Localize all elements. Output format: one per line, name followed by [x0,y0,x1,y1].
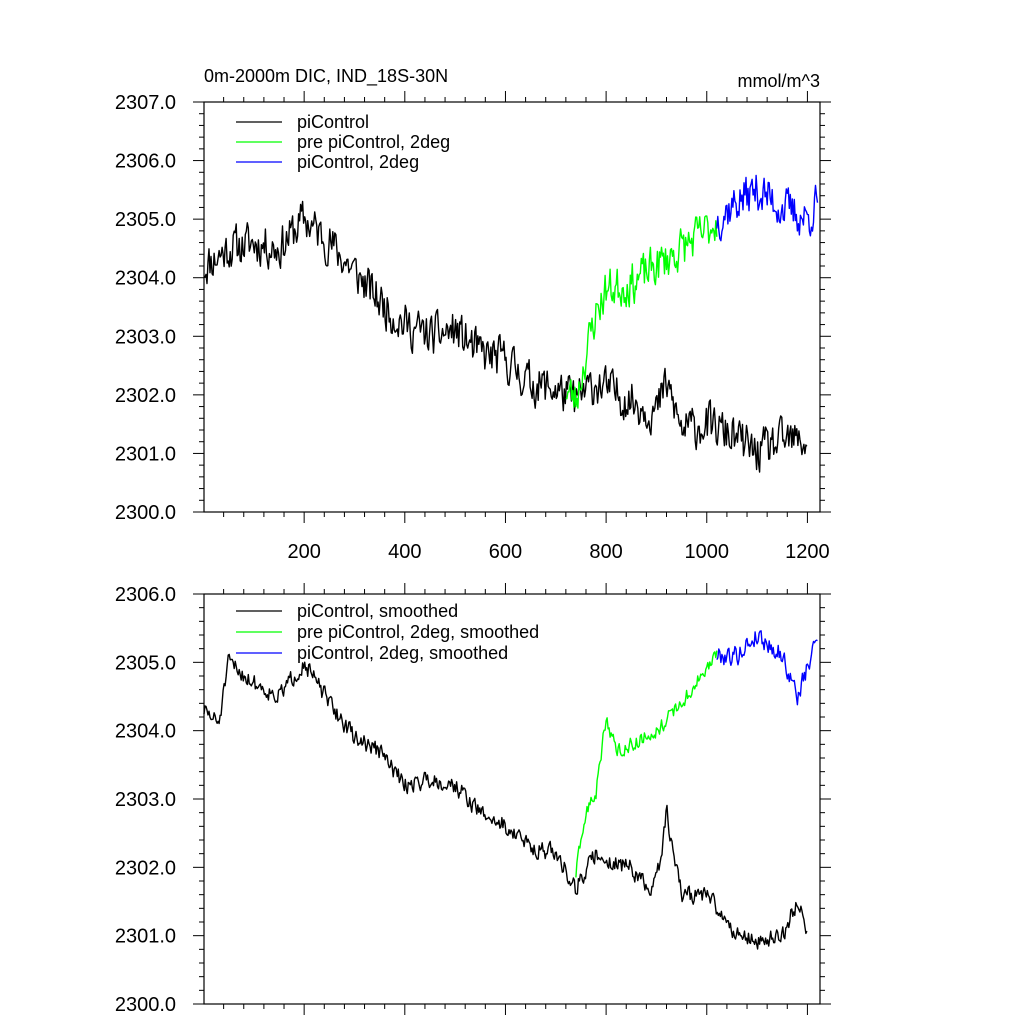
series-line-pre-picontrol-2deg [565,215,718,409]
top-plot-frame [203,101,821,513]
chart-title: 0m-2000m DIC, IND_18S-30N [204,66,448,87]
y-tick-label: 2304.0 [115,721,176,743]
series-line-picontrol-smoothed [203,653,808,950]
y-tick-label: 2303.0 [115,789,176,811]
y-tick-label: 2303.0 [115,326,176,348]
legend-label-pre-picontrol-2deg: pre piControl, 2deg [297,132,450,152]
x-tick-label: 1000 [685,541,730,563]
units-label: mmol/m^3 [738,71,820,91]
y-tick-label: 2300.0 [115,502,176,524]
y-tick-label: 2302.0 [115,385,176,407]
bottom-series-lines [203,630,818,950]
series-line-picontrol-2deg-smoothed [716,630,818,706]
top-y-tick-labels: 2300.0 2301.0 2302.0 2303.0 2304.0 2305.0 2306… [115,92,176,524]
series-line-pre-picontrol-2deg-smoothed [575,650,718,878]
top-panel: 0m-2000m DIC, IND_18S-30N mmol/m^3 2300.… [115,66,831,563]
y-tick-label: 2307.0 [115,92,176,114]
y-tick-label: 2300.0 [115,994,176,1016]
legend-label-picontrol-2deg: piControl, 2deg [297,152,419,172]
top-ticks [193,91,831,523]
top-legend: piControl pre piControl, 2deg piControl,… [236,112,450,172]
top-series-lines [203,174,819,473]
bottom-y-tick-labels: 2300.0 2301.0 2302.0 2303.0 2304.0 2305.0 2306… [115,584,176,1016]
y-tick-label: 2305.0 [115,652,176,674]
y-tick-label: 2304.0 [115,268,176,290]
y-tick-label: 2305.0 [115,209,176,231]
y-tick-label: 2302.0 [115,857,176,879]
y-tick-label: 2301.0 [115,443,176,465]
y-tick-label: 2301.0 [115,926,176,948]
bottom-plot-frame [203,593,821,1005]
x-tick-label: 600 [489,541,522,563]
x-tick-label: 400 [388,541,421,563]
legend-label-picontrol-smoothed: piControl, smoothed [297,601,458,621]
x-tick-label: 1200 [785,541,830,563]
legend-label-picontrol-2deg-smoothed: piControl, 2deg, smoothed [297,643,508,663]
legend-label-pre-picontrol-2deg-smoothed: pre piControl, 2deg, smoothed [297,622,539,642]
bottom-ticks [193,583,831,1015]
x-tick-label: 800 [589,541,622,563]
y-tick-label: 2306.0 [115,584,176,606]
series-line-picontrol [203,200,808,473]
x-tick-label: 200 [287,541,320,563]
y-tick-label: 2306.0 [115,151,176,173]
legend-label-picontrol: piControl [297,112,369,132]
series-line-picontrol-2deg [716,174,819,242]
bottom-panel: 2300.0 2301.0 2302.0 2303.0 2304.0 2305.0 2306… [115,583,831,1016]
top-x-tick-labels: 200 400 600 800 1000 1200 [287,541,829,563]
bottom-legend: piControl, smoothed pre piControl, 2deg,… [236,601,539,663]
